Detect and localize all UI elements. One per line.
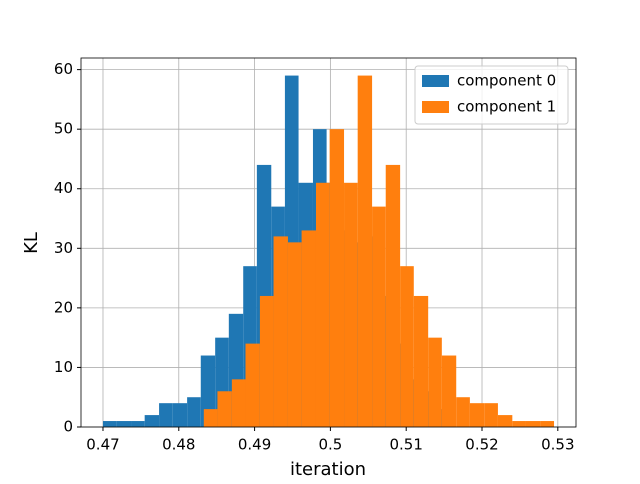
legend-box <box>414 65 569 125</box>
bar <box>231 379 246 427</box>
x-tick-label: 0.5 <box>318 436 342 454</box>
y-tick-label: 30 <box>54 239 73 257</box>
x-axis-label: iteration <box>290 459 366 480</box>
bar <box>484 403 498 427</box>
bar <box>203 409 218 427</box>
bar <box>315 182 330 427</box>
bar <box>259 295 274 427</box>
bar <box>102 421 117 427</box>
bar <box>525 421 541 427</box>
y-tick-label: 50 <box>54 120 73 138</box>
x-tick-label: 0.47 <box>86 436 119 454</box>
bar <box>428 337 442 427</box>
bar <box>413 295 429 427</box>
bar <box>116 421 132 427</box>
bar <box>357 75 373 428</box>
y-tick-label: 10 <box>54 358 73 376</box>
bar <box>159 403 173 427</box>
bar <box>441 355 457 427</box>
bar <box>512 421 526 427</box>
bar <box>372 206 386 427</box>
bar <box>469 403 485 427</box>
bar <box>144 415 160 427</box>
legend-label: component 1 <box>457 98 556 116</box>
bar <box>540 421 555 427</box>
bar <box>187 397 201 427</box>
x-tick-label: 0.48 <box>162 436 195 454</box>
bar <box>172 403 188 427</box>
bar <box>329 129 345 427</box>
x-tick-label: 0.52 <box>465 436 498 454</box>
bar <box>456 397 470 427</box>
plot-frame <box>80 57 577 428</box>
bar <box>287 242 302 427</box>
bar <box>385 164 401 428</box>
x-tick-label: 0.53 <box>541 436 574 454</box>
legend-label: component 0 <box>457 72 556 90</box>
bar <box>131 421 145 427</box>
bar <box>301 230 316 427</box>
bar <box>344 182 358 427</box>
y-tick-label: 40 <box>54 179 73 197</box>
y-axis-label: KL <box>21 232 42 254</box>
legend-swatch <box>422 75 449 87</box>
bar <box>217 391 232 427</box>
y-tick-label: 20 <box>54 298 73 316</box>
x-tick-label: 0.49 <box>238 436 271 454</box>
y-tick-label: 60 <box>54 60 73 78</box>
bar <box>273 236 288 427</box>
bar <box>245 343 260 427</box>
bar <box>400 266 414 427</box>
legend-swatch <box>422 101 449 113</box>
bar <box>497 415 513 427</box>
y-tick-label: 0 <box>63 418 73 436</box>
x-tick-label: 0.51 <box>389 436 422 454</box>
